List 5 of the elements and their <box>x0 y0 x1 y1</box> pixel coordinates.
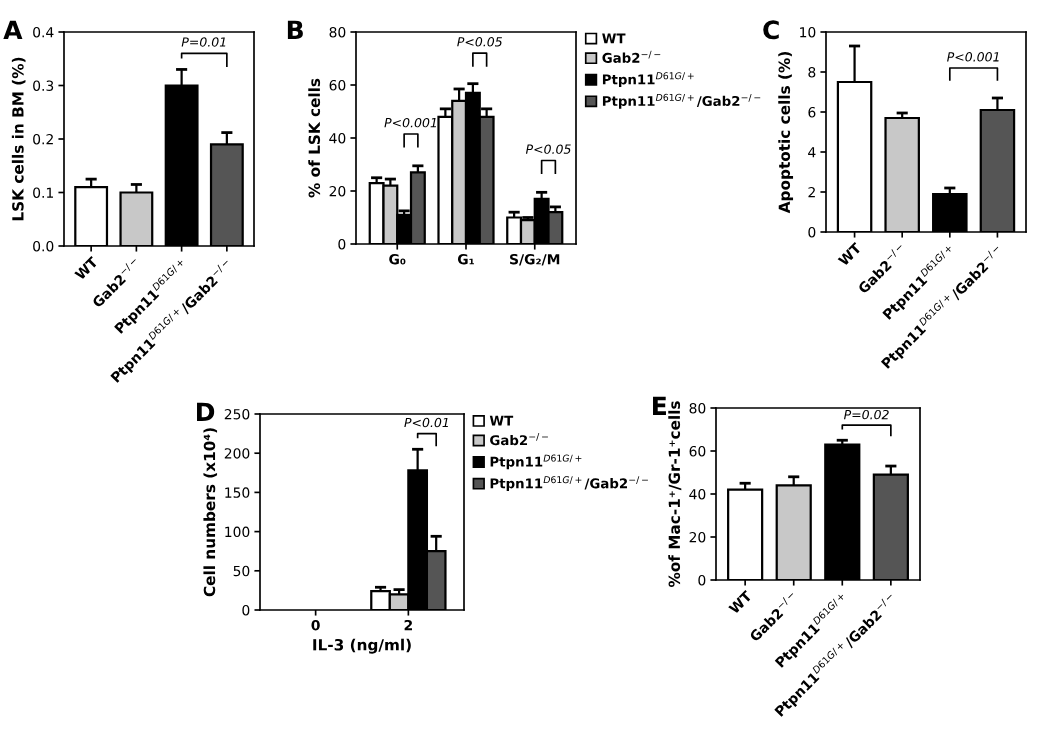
chart-title: B <box>287 20 303 39</box>
chart-title: D <box>197 402 215 421</box>
chart-title: E <box>653 396 666 415</box>
chart-title: A <box>3 20 23 39</box>
chart-title: C <box>763 20 779 40</box>
